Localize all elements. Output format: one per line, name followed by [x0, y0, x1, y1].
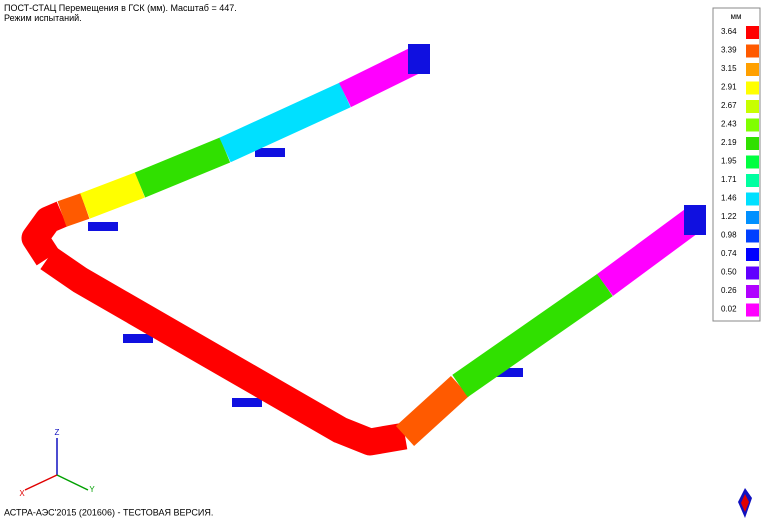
legend-unit: мм — [731, 12, 742, 21]
legend-value: 1.95 — [721, 157, 737, 166]
legend-value: 0.98 — [721, 231, 737, 240]
legend-swatch — [746, 63, 759, 76]
pipe — [35, 58, 693, 442]
legend-swatch — [746, 285, 759, 298]
scene: Z X Y мм АСТРА-АЭС'2015 (201606) - ТЕСТО… — [0, 0, 761, 522]
legend-swatch — [746, 82, 759, 95]
legend-value: 0.26 — [721, 286, 737, 295]
legend-swatch — [746, 156, 759, 169]
legend-swatch — [746, 248, 759, 261]
legend-swatch — [746, 174, 759, 187]
legend-value: 2.91 — [721, 83, 737, 92]
axis-label: X — [19, 489, 25, 498]
legend-swatch — [746, 137, 759, 150]
legend-value: 1.22 — [721, 212, 737, 221]
legend-swatch — [746, 267, 759, 280]
legend-swatch — [746, 211, 759, 224]
legend-value: 0.74 — [721, 249, 737, 258]
legend-swatch — [746, 100, 759, 113]
legend-swatch — [746, 193, 759, 206]
legend-swatch — [746, 119, 759, 132]
legend-swatch — [746, 230, 759, 243]
legend-value: 3.15 — [721, 64, 737, 73]
legend-value: 0.50 — [721, 268, 737, 277]
legend-value: 1.46 — [721, 194, 737, 203]
axis-label: Y — [89, 485, 95, 494]
logo — [738, 488, 752, 518]
legend-value: 2.67 — [721, 101, 737, 110]
legend-value: 3.64 — [721, 27, 737, 36]
legend-swatch — [746, 26, 759, 39]
footer: АСТРА-АЭС'2015 (201606) - ТЕСТОВАЯ ВЕРСИ… — [4, 507, 213, 517]
flanges — [408, 44, 706, 235]
axis-label: Z — [55, 428, 60, 437]
axis-triad — [25, 438, 88, 490]
legend-value: 3.39 — [721, 46, 737, 55]
screen: ПОСТ-СТАЦ Перемещения в ГСК (мм). Масшта… — [0, 0, 761, 522]
legend-value: 0.02 — [721, 305, 737, 314]
legend-swatch — [746, 45, 759, 58]
legend-value: 1.71 — [721, 175, 737, 184]
legend-value: 2.43 — [721, 120, 737, 129]
legend-swatch — [746, 304, 759, 317]
legend-value: 2.19 — [721, 138, 737, 147]
